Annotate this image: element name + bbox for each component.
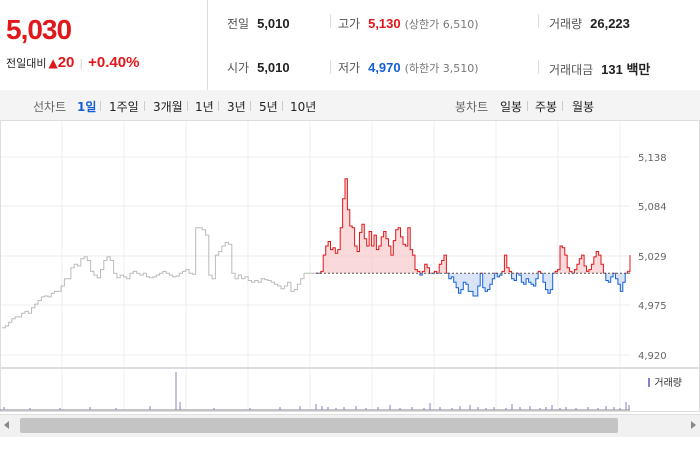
divider	[187, 101, 188, 111]
stat-value: 26,223	[590, 16, 630, 31]
down-area	[316, 273, 630, 296]
line-chart-label: 선차트	[33, 100, 67, 114]
tab-1y[interactable]: 1년	[195, 100, 214, 114]
scroll-left-icon[interactable]	[4, 421, 9, 429]
stat-volume: 거래량 26,223	[549, 15, 630, 32]
divider	[144, 101, 145, 111]
tab-weekly[interactable]: 주봉	[535, 100, 558, 114]
candle-chart-label: 봉차트	[455, 100, 489, 114]
divider	[100, 101, 101, 111]
stat-value: 5,130	[368, 16, 401, 31]
tab-1w[interactable]: 1주일	[109, 100, 139, 114]
price-chart[interactable]: 5,138 5,084 5,029 4,975 4,920	[0, 120, 700, 368]
divider: |	[79, 57, 84, 70]
triangle-up-icon: ▲	[48, 56, 58, 70]
stat-label: 시가	[227, 61, 250, 75]
y-tick-label: 4,975	[638, 301, 667, 312]
y-tick-label: 5,138	[638, 153, 667, 164]
stat-value: 5,010	[257, 60, 290, 75]
legend-swatch	[648, 378, 651, 387]
stat-label: 고가	[338, 17, 361, 31]
tab-5y[interactable]: 5년	[259, 100, 278, 114]
volume-chart	[0, 368, 700, 412]
stat-high: 고가 5,130 (상한가 6,510)	[338, 15, 479, 32]
divider	[330, 60, 331, 74]
chart-scrollbar[interactable]	[0, 414, 700, 437]
stat-amount: 거래대금 131 백만	[549, 59, 650, 78]
divider	[527, 101, 528, 111]
up-area	[320, 178, 630, 274]
previous-day-line	[2, 227, 305, 329]
stat-prev-close: 전일 5,010	[227, 15, 290, 32]
divider	[250, 101, 251, 111]
stat-label: 거래대금	[549, 63, 594, 77]
lower-limit: (하한가 3,510)	[404, 62, 479, 75]
tab-10y[interactable]: 10년	[290, 100, 317, 114]
stat-low: 저가 4,970 (하한가 3,510)	[338, 59, 479, 76]
stat-value: 4,970	[368, 60, 401, 75]
price-stats: 전일 5,010 고가 5,130 (상한가 6,510) 거래량 26,223 시가 5…	[208, 0, 700, 90]
change-amount: 20	[57, 54, 75, 71]
stat-value: 131 백만	[601, 62, 651, 77]
period-tabbar: 선차트 1일 1주일 3개월 1년 3년 5년 10년 봉차트 일봉 주봉 월봉	[0, 90, 700, 121]
upper-limit: (상한가 6,510)	[404, 18, 479, 31]
stat-label: 전일	[227, 17, 250, 31]
scroll-thumb[interactable]	[20, 418, 618, 433]
divider	[538, 14, 539, 28]
change-label: 전일대비	[6, 57, 47, 70]
y-tick-label: 4,920	[638, 351, 667, 362]
divider	[218, 101, 219, 111]
divider	[282, 101, 283, 111]
volume-legend: 거래량	[648, 374, 682, 389]
stat-label: 저가	[338, 61, 361, 75]
stat-value: 5,010	[257, 16, 290, 31]
stat-label: 거래량	[549, 17, 583, 31]
volume-border	[0, 368, 700, 412]
volume-legend-label: 거래량	[654, 378, 682, 389]
current-day-line-up	[316, 178, 631, 274]
divider	[538, 60, 539, 74]
divider	[330, 14, 331, 28]
tab-monthly[interactable]: 월봉	[572, 100, 595, 114]
y-tick-label: 5,084	[638, 202, 667, 213]
price-summary: 5,030 전일대비 ▲20 | +0.40%	[0, 0, 208, 90]
current-price: 5,030	[6, 14, 72, 45]
tab-3y[interactable]: 3년	[227, 100, 246, 114]
change-percent: +0.40%	[88, 54, 140, 71]
stat-open: 시가 5,010	[227, 59, 290, 76]
tab-3m[interactable]: 3개월	[153, 100, 183, 114]
tab-daily[interactable]: 일봉	[500, 100, 523, 114]
quote-header: 5,030 전일대비 ▲20 | +0.40% 전일 5,010 고가 5,130 (상한가…	[0, 0, 700, 91]
price-change: 전일대비 ▲20 | +0.40%	[6, 54, 139, 71]
tab-1d[interactable]: 1일	[77, 100, 97, 114]
divider	[562, 101, 563, 111]
y-tick-label: 5,029	[638, 252, 667, 263]
scroll-right-icon[interactable]	[691, 421, 696, 429]
current-day-line-down	[316, 273, 629, 297]
